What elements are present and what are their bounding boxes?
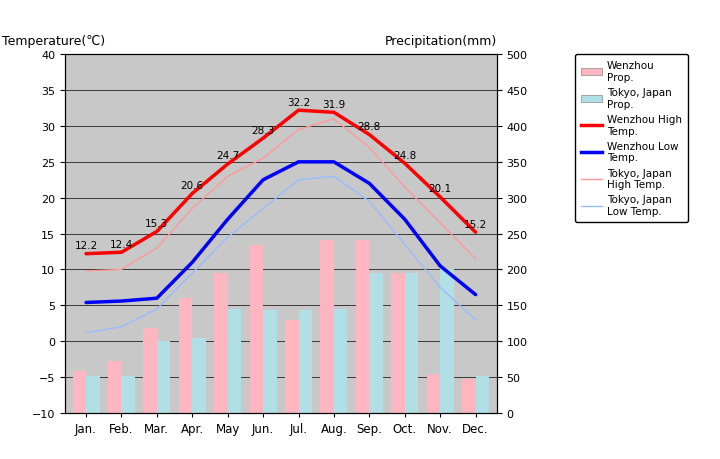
Legend: Wenzhou
Prop., Tokyo, Japan
Prop., Wenzhou High
Temp., Wenzhou Low
Temp., Tokyo,: Wenzhou Prop., Tokyo, Japan Prop., Wenzh… [575,55,688,223]
Bar [391,274,405,413]
Bar [475,376,489,413]
Text: 15.2: 15.2 [464,219,487,229]
Bar [73,372,86,413]
Bar [285,320,299,413]
Bar [334,309,347,413]
Bar [143,328,157,413]
Bar [427,375,440,413]
Bar [369,274,383,413]
Bar [108,362,122,413]
Bar [179,298,192,413]
Text: 24.7: 24.7 [216,151,239,161]
Text: 31.9: 31.9 [323,100,346,110]
Text: Precipitation(mm): Precipitation(mm) [384,35,497,48]
Bar [122,376,135,413]
Bar [228,309,241,413]
Bar [192,338,206,413]
Text: Temperature(℃): Temperature(℃) [2,35,105,48]
Bar [263,311,276,413]
Bar [440,270,454,413]
Text: 24.8: 24.8 [393,151,416,160]
Text: 12.4: 12.4 [110,239,133,249]
Text: 15.3: 15.3 [145,218,168,229]
Text: 20.1: 20.1 [428,184,451,194]
Text: 20.6: 20.6 [181,180,204,190]
Text: 12.2: 12.2 [74,241,98,251]
Bar [320,241,334,413]
Bar [157,341,171,413]
Bar [462,380,475,413]
Bar [250,246,263,413]
Bar [299,311,312,413]
Bar [405,274,418,413]
Bar [356,241,369,413]
Text: 28.8: 28.8 [358,122,381,132]
Text: 28.3: 28.3 [251,125,275,135]
Bar [86,376,99,413]
Bar [215,274,228,413]
Text: 32.2: 32.2 [287,97,310,107]
